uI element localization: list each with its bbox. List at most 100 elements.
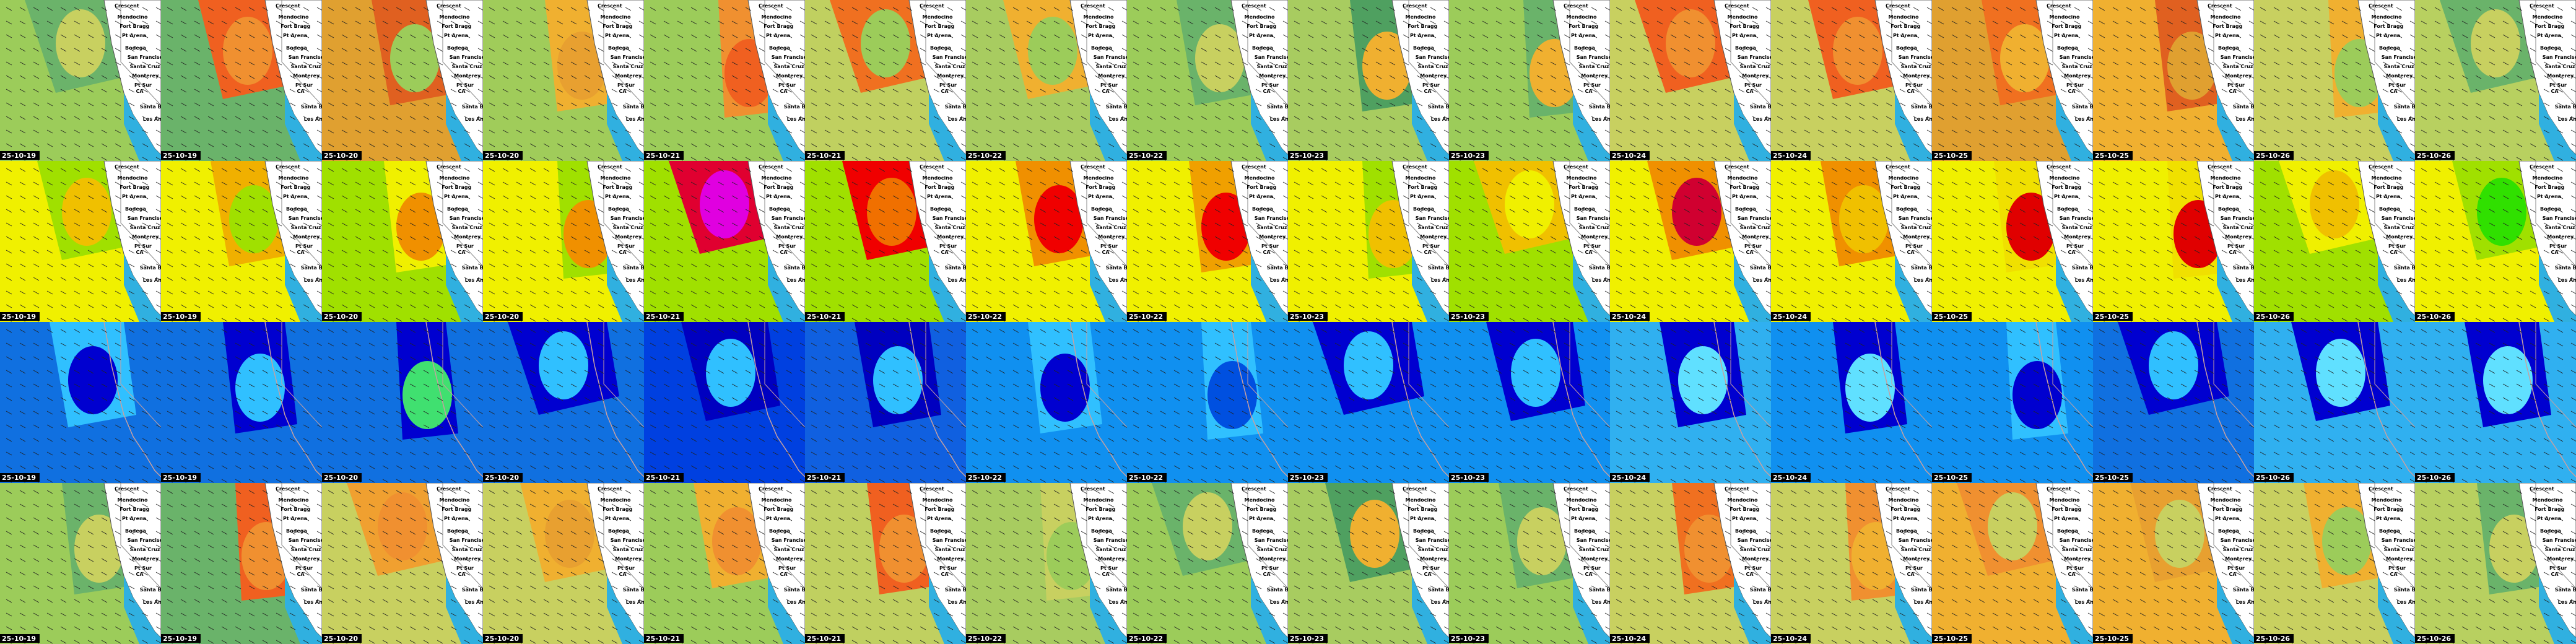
shallow-water — [607, 254, 644, 322]
field-core — [712, 507, 762, 575]
field-core — [557, 32, 607, 100]
date-stamp: 25-10-19 — [2, 313, 36, 321]
place-label: San Francisco — [450, 54, 489, 60]
date-stamp: 25-10-23 — [1451, 635, 1485, 643]
place-label: CA — [1424, 89, 1432, 94]
place-label: Crescent — [2047, 3, 2071, 9]
field-core — [1350, 500, 1399, 568]
wind-arrows — [811, 329, 966, 483]
date-stamp: 25-10-26 — [2256, 635, 2290, 643]
place-label: Crescent — [437, 164, 461, 170]
stamp-bg — [644, 634, 684, 643]
tile-content: Crescent Mendocino Fort Bragg Pt Arena Bodeg… — [1449, 0, 1610, 161]
forecast-tile: 25-10-19 — [0, 322, 161, 483]
forecast-tile: Crescent Mendocino Fort Bragg Pt Arena Bodeg… — [966, 0, 1127, 161]
forecast-tile: Crescent Mendocino Fort Bragg Pt Arena Bodeg… — [1932, 161, 2093, 322]
place-label: Santa Cruz — [935, 64, 965, 69]
shallow-water — [929, 254, 966, 322]
wind-arrows — [811, 7, 966, 161]
wind-arrows — [1777, 7, 1932, 161]
wind-arrows — [1938, 329, 2093, 483]
stamp-bg — [1610, 312, 1650, 321]
date-stamp: 25-10-26 — [2256, 152, 2290, 160]
place-label: CA — [1746, 89, 1754, 94]
place-label: Santa Barbara — [2555, 587, 2576, 593]
forecast-tile: Crescent Mendocino Fort Bragg Pt Arena Bodeg… — [322, 483, 483, 644]
place-label: Monterey — [776, 73, 803, 79]
place-label: Bodega — [1091, 45, 1112, 51]
place-label: CA — [458, 89, 466, 94]
date-stamp: 25-10-20 — [324, 313, 358, 321]
place-label: CA — [297, 250, 305, 255]
place-label: Santa Cruz — [1740, 547, 1770, 552]
place-label: Pt Arena — [2376, 516, 2400, 521]
place-label: Monterey — [1098, 73, 1125, 79]
place-label: Fort Bragg — [120, 24, 149, 29]
wind-arrows — [328, 490, 483, 644]
place-label: Los Angeles — [1753, 277, 1786, 283]
place-label: Bodega — [2379, 206, 2400, 212]
shallow-water — [929, 576, 966, 644]
place-label: Mendocino — [2372, 175, 2402, 181]
wind-arrows — [650, 329, 805, 483]
tile-content: Crescent Mendocino Fort Bragg Pt Arena Bodeg… — [483, 483, 650, 644]
place-label: Pt Arena — [1249, 33, 1273, 38]
place-label: Monterey — [1903, 234, 1930, 240]
wind-arrows — [1938, 168, 2093, 322]
place-label: Mendocino — [1728, 14, 1758, 20]
forecast-tile: Crescent Mendocino Fort Bragg Pt Arena Bodeg… — [1127, 0, 1288, 161]
tile-content: Crescent Mendocino Fort Bragg Pt Arena Bodeg… — [1771, 161, 1947, 322]
place-label: CA — [1102, 89, 1110, 94]
place-label: San Francisco — [611, 537, 650, 543]
place-label: Pt Sur — [778, 565, 796, 571]
coastline — [1874, 322, 1932, 477]
place-label: Pt Arena — [766, 516, 790, 521]
state-border — [1247, 322, 1288, 428]
place-label: CA — [941, 572, 949, 577]
place-label: Monterey — [1259, 234, 1286, 240]
state-border — [120, 483, 161, 589]
tile-content: Crescent Mendocino Fort Bragg Pt Arena Bodeg… — [1127, 161, 1288, 322]
place-label: Fort Bragg — [925, 507, 954, 512]
state-border — [1891, 0, 1932, 106]
place-label: Crescent — [598, 164, 622, 170]
place-label: Santa Barbara — [2072, 104, 2112, 110]
state-border — [603, 483, 644, 589]
stamp-bg — [1127, 473, 1167, 482]
tile-content: Crescent Mendocino Fort Bragg Pt Arena Bodeg… — [2093, 0, 2254, 161]
place-label: Mendocino — [279, 497, 309, 503]
tile-content: Crescent Mendocino Fort Bragg Pt Arena Bodeg… — [966, 483, 1127, 644]
place-label: Santa Cruz — [130, 64, 160, 69]
date-stamp: 25-10-21 — [807, 474, 841, 482]
place-label: Santa Barbara — [1750, 104, 1790, 110]
place-label: Fort Bragg — [2374, 24, 2403, 29]
place-label: Los Angeles — [1914, 277, 1947, 283]
place-label: Monterey — [293, 73, 320, 79]
place-label: Bodega — [1896, 206, 1917, 212]
place-label: Crescent — [1886, 486, 1910, 492]
field-core — [2322, 507, 2372, 575]
place-label: Monterey — [2225, 73, 2252, 79]
place-label: Santa Barbara — [1911, 587, 1951, 593]
field-core — [2483, 346, 2533, 414]
place-label: Santa Cruz — [1257, 225, 1287, 230]
forecast-tile: 25-10-24 — [1610, 322, 1771, 483]
state-border — [603, 161, 644, 267]
place-label: Pt Arena — [766, 194, 790, 199]
place-label: Santa Cruz — [1418, 64, 1448, 69]
wind-arrows — [972, 7, 1127, 161]
tile-content: Crescent Mendocino Fort Bragg Pt Arena Bodeg… — [322, 0, 489, 161]
place-label: Pt Sur — [1905, 243, 1923, 249]
place-label: Pt Sur — [456, 82, 474, 88]
tile-content: Crescent Mendocino Fort Bragg Pt Arena Bodeg… — [161, 483, 322, 644]
place-label: Bodega — [1574, 528, 1595, 534]
state-border — [2052, 161, 2093, 267]
place-label: Pt Sur — [778, 243, 796, 249]
shallow-water — [1895, 254, 1932, 322]
place-label: Santa Cruz — [452, 225, 482, 230]
tile-content: Crescent Mendocino Fort Bragg Pt Arena Bodeg… — [1771, 0, 1932, 161]
tile-content: Crescent Mendocino Fort Bragg Pt Arena Bodeg… — [1288, 0, 1449, 161]
place-label: Pt Arena — [1410, 194, 1434, 199]
place-label: Mendocino — [2533, 175, 2563, 181]
